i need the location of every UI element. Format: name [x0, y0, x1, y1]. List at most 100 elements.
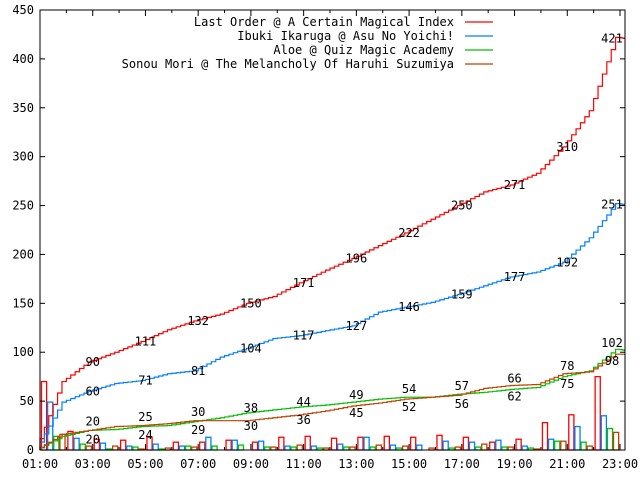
y-tick-label: 250	[12, 199, 34, 213]
point-label: 29	[191, 423, 205, 437]
point-label: 71	[138, 374, 152, 388]
point-label: 30	[244, 419, 258, 433]
bar-1	[119, 439, 127, 451]
point-label: 38	[244, 401, 258, 415]
bar-2	[205, 436, 212, 451]
bar-2	[389, 444, 397, 451]
point-label: 171	[293, 276, 315, 290]
legend: Last Order @ A Certain Magical IndexIbuk…	[122, 15, 493, 71]
point-label: 36	[296, 413, 310, 427]
point-label: 60	[86, 384, 100, 398]
point-label: 104	[240, 341, 262, 355]
point-label: 146	[398, 300, 420, 314]
bar-1	[304, 435, 311, 451]
x-tick-label: 05:00	[127, 457, 163, 471]
bar-2	[547, 438, 555, 451]
bar-3	[606, 427, 614, 451]
point-label: 52	[402, 400, 416, 414]
bar-2	[231, 439, 238, 451]
plot-border	[39, 9, 626, 451]
bar-4	[560, 440, 567, 451]
bar-4	[586, 445, 593, 451]
bar-2	[600, 415, 608, 451]
y-tick-label: 50	[20, 394, 34, 408]
bar-2	[257, 440, 265, 451]
x-tick-label: 17:00	[444, 457, 480, 471]
point-label: 192	[556, 255, 578, 269]
point-label: 271	[504, 178, 526, 192]
bar-1	[462, 436, 470, 451]
point-label: 421	[601, 31, 623, 45]
x-tick-label: 09:00	[233, 457, 269, 471]
y-tick-label: 450	[12, 3, 34, 17]
x-tick-label: 01:00	[22, 457, 58, 471]
point-label: 111	[135, 334, 157, 348]
bar-3	[79, 443, 86, 451]
point-label: 251	[601, 198, 623, 212]
point-label: 30	[191, 405, 205, 419]
bar-3	[580, 441, 587, 451]
bar-2	[442, 440, 449, 451]
series-line-3	[39, 348, 626, 450]
bar-4	[375, 444, 383, 451]
bar-1	[278, 436, 285, 451]
bar-1	[357, 436, 364, 451]
point-label: 150	[240, 296, 262, 310]
bar-2	[310, 445, 318, 451]
legend-label: Ibuki Ikaruga @ Asu No Yoichi!	[237, 29, 454, 43]
bar-2	[284, 445, 291, 451]
bar-2	[521, 445, 528, 451]
bar-1	[330, 437, 338, 451]
bar-4	[85, 445, 93, 451]
point-label: 24	[138, 428, 152, 442]
point-label: 90	[86, 355, 100, 369]
bar-4	[481, 443, 488, 451]
point-label: 222	[398, 226, 420, 240]
y-tick-label: 300	[12, 150, 34, 164]
series-line-4	[39, 353, 626, 450]
bar-1	[172, 441, 180, 451]
axes-layer: 0 50 100 150 200 250 300 350 400 450 01:00 03:00 05:…	[12, 3, 638, 471]
bar-3	[184, 445, 192, 451]
bar-1	[225, 439, 232, 451]
bar-4	[401, 445, 409, 451]
bar-1	[199, 441, 206, 451]
bar-3	[211, 445, 218, 451]
bar-1	[568, 414, 575, 451]
x-tick-label: 21:00	[549, 457, 585, 471]
lines-layer	[39, 36, 626, 450]
y-tick-label: 400	[12, 52, 34, 66]
x-tick-label: 13:00	[338, 457, 374, 471]
point-label: 20	[86, 432, 100, 446]
bar-4	[296, 444, 303, 451]
point-label: 56	[455, 397, 469, 411]
point-labels-layer: 90 111 132 150 171 196 222 250 271 310 421 60 71 81 10…	[86, 31, 623, 446]
point-label: 44	[296, 395, 310, 409]
point-label: 57	[455, 379, 469, 393]
point-label: 98	[605, 354, 619, 368]
point-label: 75	[560, 377, 574, 391]
bar-2	[99, 442, 107, 451]
point-label: 66	[507, 371, 521, 385]
bar-1	[515, 438, 522, 451]
y-tick-label: 150	[12, 296, 34, 310]
point-label: 62	[507, 389, 521, 403]
bar-2	[468, 441, 476, 451]
x-tick-label: 23:00	[602, 457, 638, 471]
bar-1	[489, 441, 496, 451]
point-label: 78	[560, 359, 574, 373]
x-tick-label: 19:00	[496, 457, 532, 471]
x-tick-label: 11:00	[286, 457, 322, 471]
bar-3	[237, 444, 245, 451]
x-tick-label: 03:00	[75, 457, 111, 471]
bar-1	[251, 441, 259, 451]
series-line-2	[39, 203, 626, 450]
bar-2	[152, 443, 159, 451]
bar-2	[416, 444, 423, 451]
y-tick-label: 350	[12, 101, 34, 115]
bar-2	[126, 445, 133, 451]
point-label: 117	[293, 329, 315, 343]
legend-label: Aloe @ Quiz Magic Academy	[273, 43, 454, 57]
bar-4	[612, 431, 620, 451]
y-tick-label: 0	[27, 443, 34, 457]
